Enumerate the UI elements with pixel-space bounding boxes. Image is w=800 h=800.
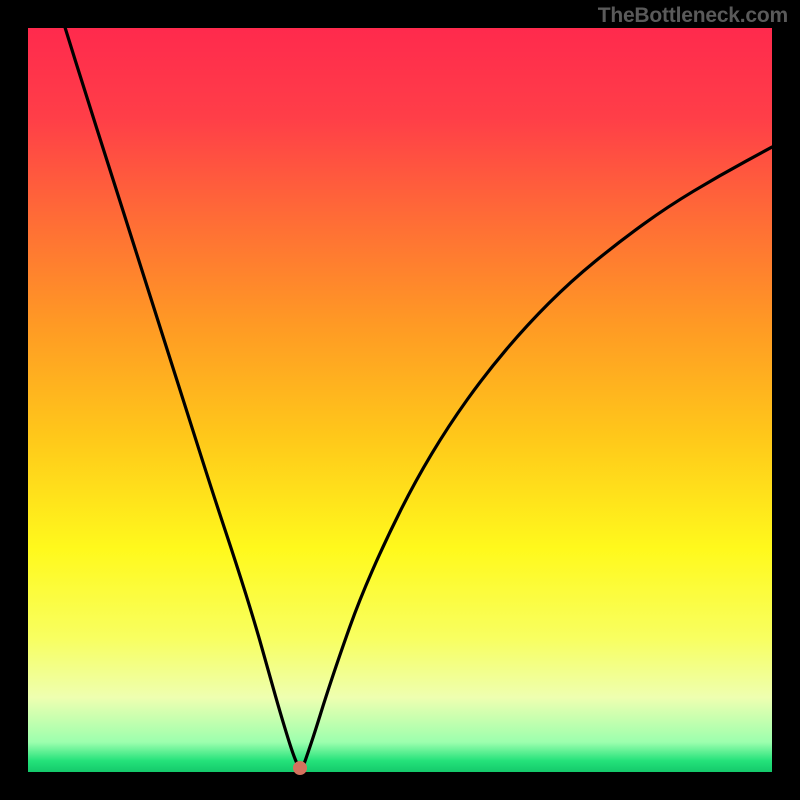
optimum-marker xyxy=(293,761,307,775)
plot-area xyxy=(28,28,772,772)
watermark-text: TheBottleneck.com xyxy=(598,4,788,28)
bottleneck-curve xyxy=(28,28,772,772)
chart-frame: TheBottleneck.com xyxy=(0,0,800,800)
